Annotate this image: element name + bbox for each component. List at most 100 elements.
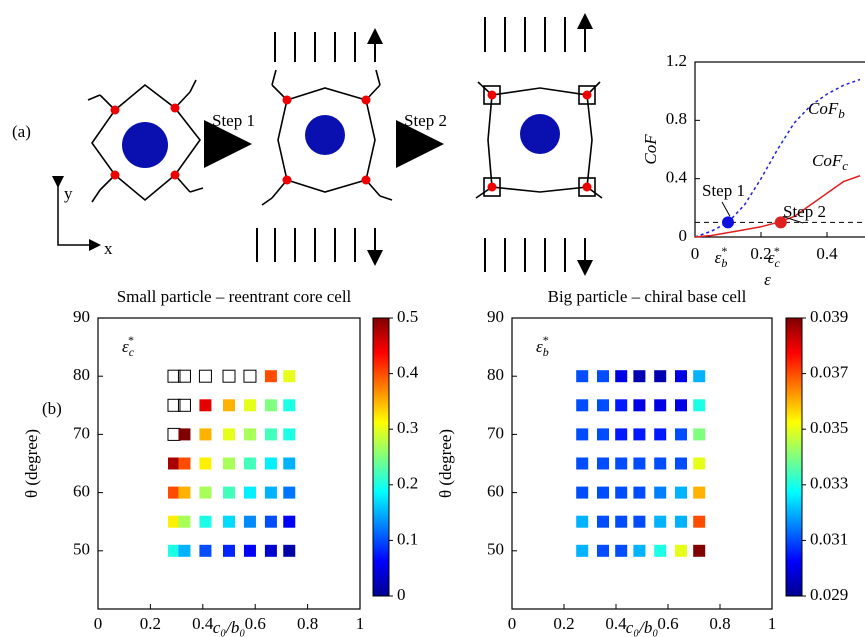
text-sub: b [721,256,727,270]
x-tick-label: 0 [508,614,517,633]
legend-name: CoF [808,99,839,118]
heat-cell [223,428,235,440]
heat-cell [223,399,235,411]
figure: (a) y x Step 1 Step 2 (b) 00. [0,0,865,637]
heat-cell [223,487,235,499]
chart-title: Small particle – reentrant core cell [117,287,352,306]
heat-cell [633,487,645,499]
x-tick-label: 0.2 [140,614,161,633]
heat-cell [654,516,666,528]
y-tick-label: 50 [487,540,504,559]
chart-title: Big particle – chiral base cell [548,287,747,306]
y-tick-label: 60 [73,482,90,501]
heat-cell [265,458,277,470]
empty-cell [168,428,180,440]
heat-cell [633,458,645,470]
colorbar-tick-label: 0.5 [397,307,418,326]
heat-cell [244,399,256,411]
heat-cell [693,370,705,382]
heat-cell [265,370,277,382]
heat-cell [693,428,705,440]
legend-label: CoFc [812,151,848,173]
colorbar-tick-label: 0.035 [810,418,848,437]
heat-cell [199,487,211,499]
corner-label: εc* [122,333,135,359]
text-sub: c [129,345,135,359]
plot-frame [695,62,865,237]
x-axis-label: ε [764,270,771,289]
x-tick-label: 0.2 [553,614,574,633]
heat-cell [283,516,295,528]
step-annotation: Step 1 [702,181,745,200]
empty-cell [244,370,256,382]
heat-cell [597,370,609,382]
y-tick-label: 1.2 [666,51,687,70]
heat-cell [265,428,277,440]
colorbar-tick-label: 0.031 [810,529,848,548]
heat-cell [597,458,609,470]
heat-cell [633,545,645,557]
heat-cell [633,399,645,411]
corner-label: εb* [536,333,549,359]
heat-cell [675,487,687,499]
heat-cell [576,458,588,470]
text-sup: * [543,333,549,347]
heat-cell [244,458,256,470]
heat-cell [675,458,687,470]
colorbar [786,318,802,596]
heat-cell [283,458,295,470]
colorbar-tick-label: 0.039 [810,307,848,326]
heat-cell [576,399,588,411]
heat-cell [223,516,235,528]
heat-cell [199,545,211,557]
heat-cell [168,458,180,470]
y-tick-label: 70 [73,423,90,442]
heat-cell [654,428,666,440]
legend-sub: c [842,158,848,173]
heat-cell [654,487,666,499]
x-axis-label: c₀/b₀ [626,618,659,637]
heat-cell [178,458,190,470]
heat-cell [265,545,277,557]
step-annotation: Step 2 [783,202,826,221]
heat-cell [597,516,609,528]
heat-cell [597,487,609,499]
heat-cell [633,428,645,440]
heat-cell [199,516,211,528]
text-sup: * [128,333,134,347]
heat-cell [654,458,666,470]
heat-cell [168,487,180,499]
empty-cell [223,370,235,382]
text-sub: c [774,256,780,270]
colorbar-tick-label: 0.3 [397,418,418,437]
heat-cell [615,545,627,557]
x-tick-label: 0.4 [816,244,838,263]
heat-cell [576,545,588,557]
x-tick-label: 0.4 [605,614,627,633]
y-tick-label: 70 [487,423,504,442]
text-sup: * [774,244,780,258]
heat-cell [168,516,180,528]
heat-cell [265,516,277,528]
heat-cell [675,428,687,440]
heat-cell [199,458,211,470]
x-tick-label: 0.4 [192,614,214,633]
step-label: Step 2 [404,111,447,130]
x-axis-label: c₀/b₀ [213,618,246,637]
heat-cell [633,370,645,382]
y-tick-label: 90 [73,307,90,326]
annotation-arrow [722,202,730,216]
heat-cell [283,545,295,557]
x-special-tick: εb* [715,244,728,270]
heat-cell [654,370,666,382]
heat-cell [223,458,235,470]
heat-cell [654,399,666,411]
heat-cell [265,487,277,499]
heat-cell [675,370,687,382]
heat-cell [693,487,705,499]
heat-cell [244,487,256,499]
x-tick-label: 0.6 [245,614,266,633]
x-tick-label: 1 [768,614,777,633]
heat-cell [693,516,705,528]
heat-cell [178,428,190,440]
